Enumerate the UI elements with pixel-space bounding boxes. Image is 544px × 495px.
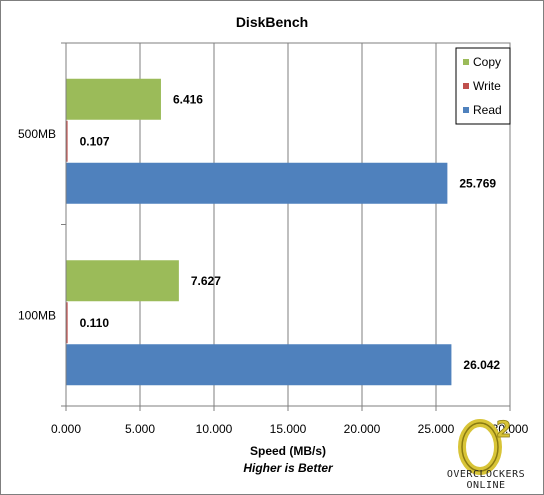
- chart-subtitle: Higher is Better: [243, 461, 334, 475]
- bar-write: [66, 120, 68, 162]
- bar-read: [66, 162, 448, 204]
- x-axis-title: Speed (MB/s): [250, 444, 326, 458]
- x-tick-label: 5.000: [125, 422, 155, 436]
- data-label: 7.627: [191, 274, 221, 288]
- data-label: 0.110: [80, 316, 110, 330]
- legend: Copy Write Read: [455, 47, 511, 125]
- overclockers-online-logo: 2 OVERCLOCKERS ONLINE: [430, 415, 542, 491]
- bars: 6.416 0.107 25.769 7.627 0.110 26.042: [66, 78, 500, 386]
- bar-copy: [66, 78, 161, 120]
- legend-swatch-copy: [463, 59, 469, 65]
- x-tick-label: 25.000: [418, 422, 455, 436]
- axes: 0.000 5.000 10.000 15.000 20.000 25.000 30.000…: [18, 42, 529, 436]
- x-tick-label: 20.000: [344, 422, 381, 436]
- x-tick-label: 0.000: [51, 422, 81, 436]
- legend-label-read: Read: [473, 103, 502, 117]
- svg-text:2: 2: [496, 418, 511, 443]
- data-label: 6.416: [173, 92, 203, 106]
- x-tick-label: 15.000: [270, 422, 307, 436]
- category-label: 500MB: [18, 127, 56, 141]
- bar-read: [66, 344, 452, 386]
- x-tick-label: 10.000: [196, 422, 233, 436]
- legend-swatch-read: [463, 107, 469, 113]
- bar-write: [66, 302, 68, 344]
- bar-copy: [66, 260, 179, 302]
- legend-label-write: Write: [473, 79, 501, 93]
- data-label: 25.769: [459, 176, 496, 190]
- data-label: 26.042: [463, 358, 500, 372]
- chart-title: DiskBench: [236, 14, 308, 30]
- logo-text: OVERCLOCKERS ONLINE: [446, 469, 526, 491]
- legend-label-copy: Copy: [473, 55, 501, 69]
- data-label: 0.107: [80, 134, 110, 148]
- x-tick-label: 30.000: [492, 422, 529, 436]
- legend-swatch-write: [463, 83, 469, 89]
- o2-logo-icon: 2: [458, 418, 512, 475]
- category-label: 100MB: [18, 308, 56, 322]
